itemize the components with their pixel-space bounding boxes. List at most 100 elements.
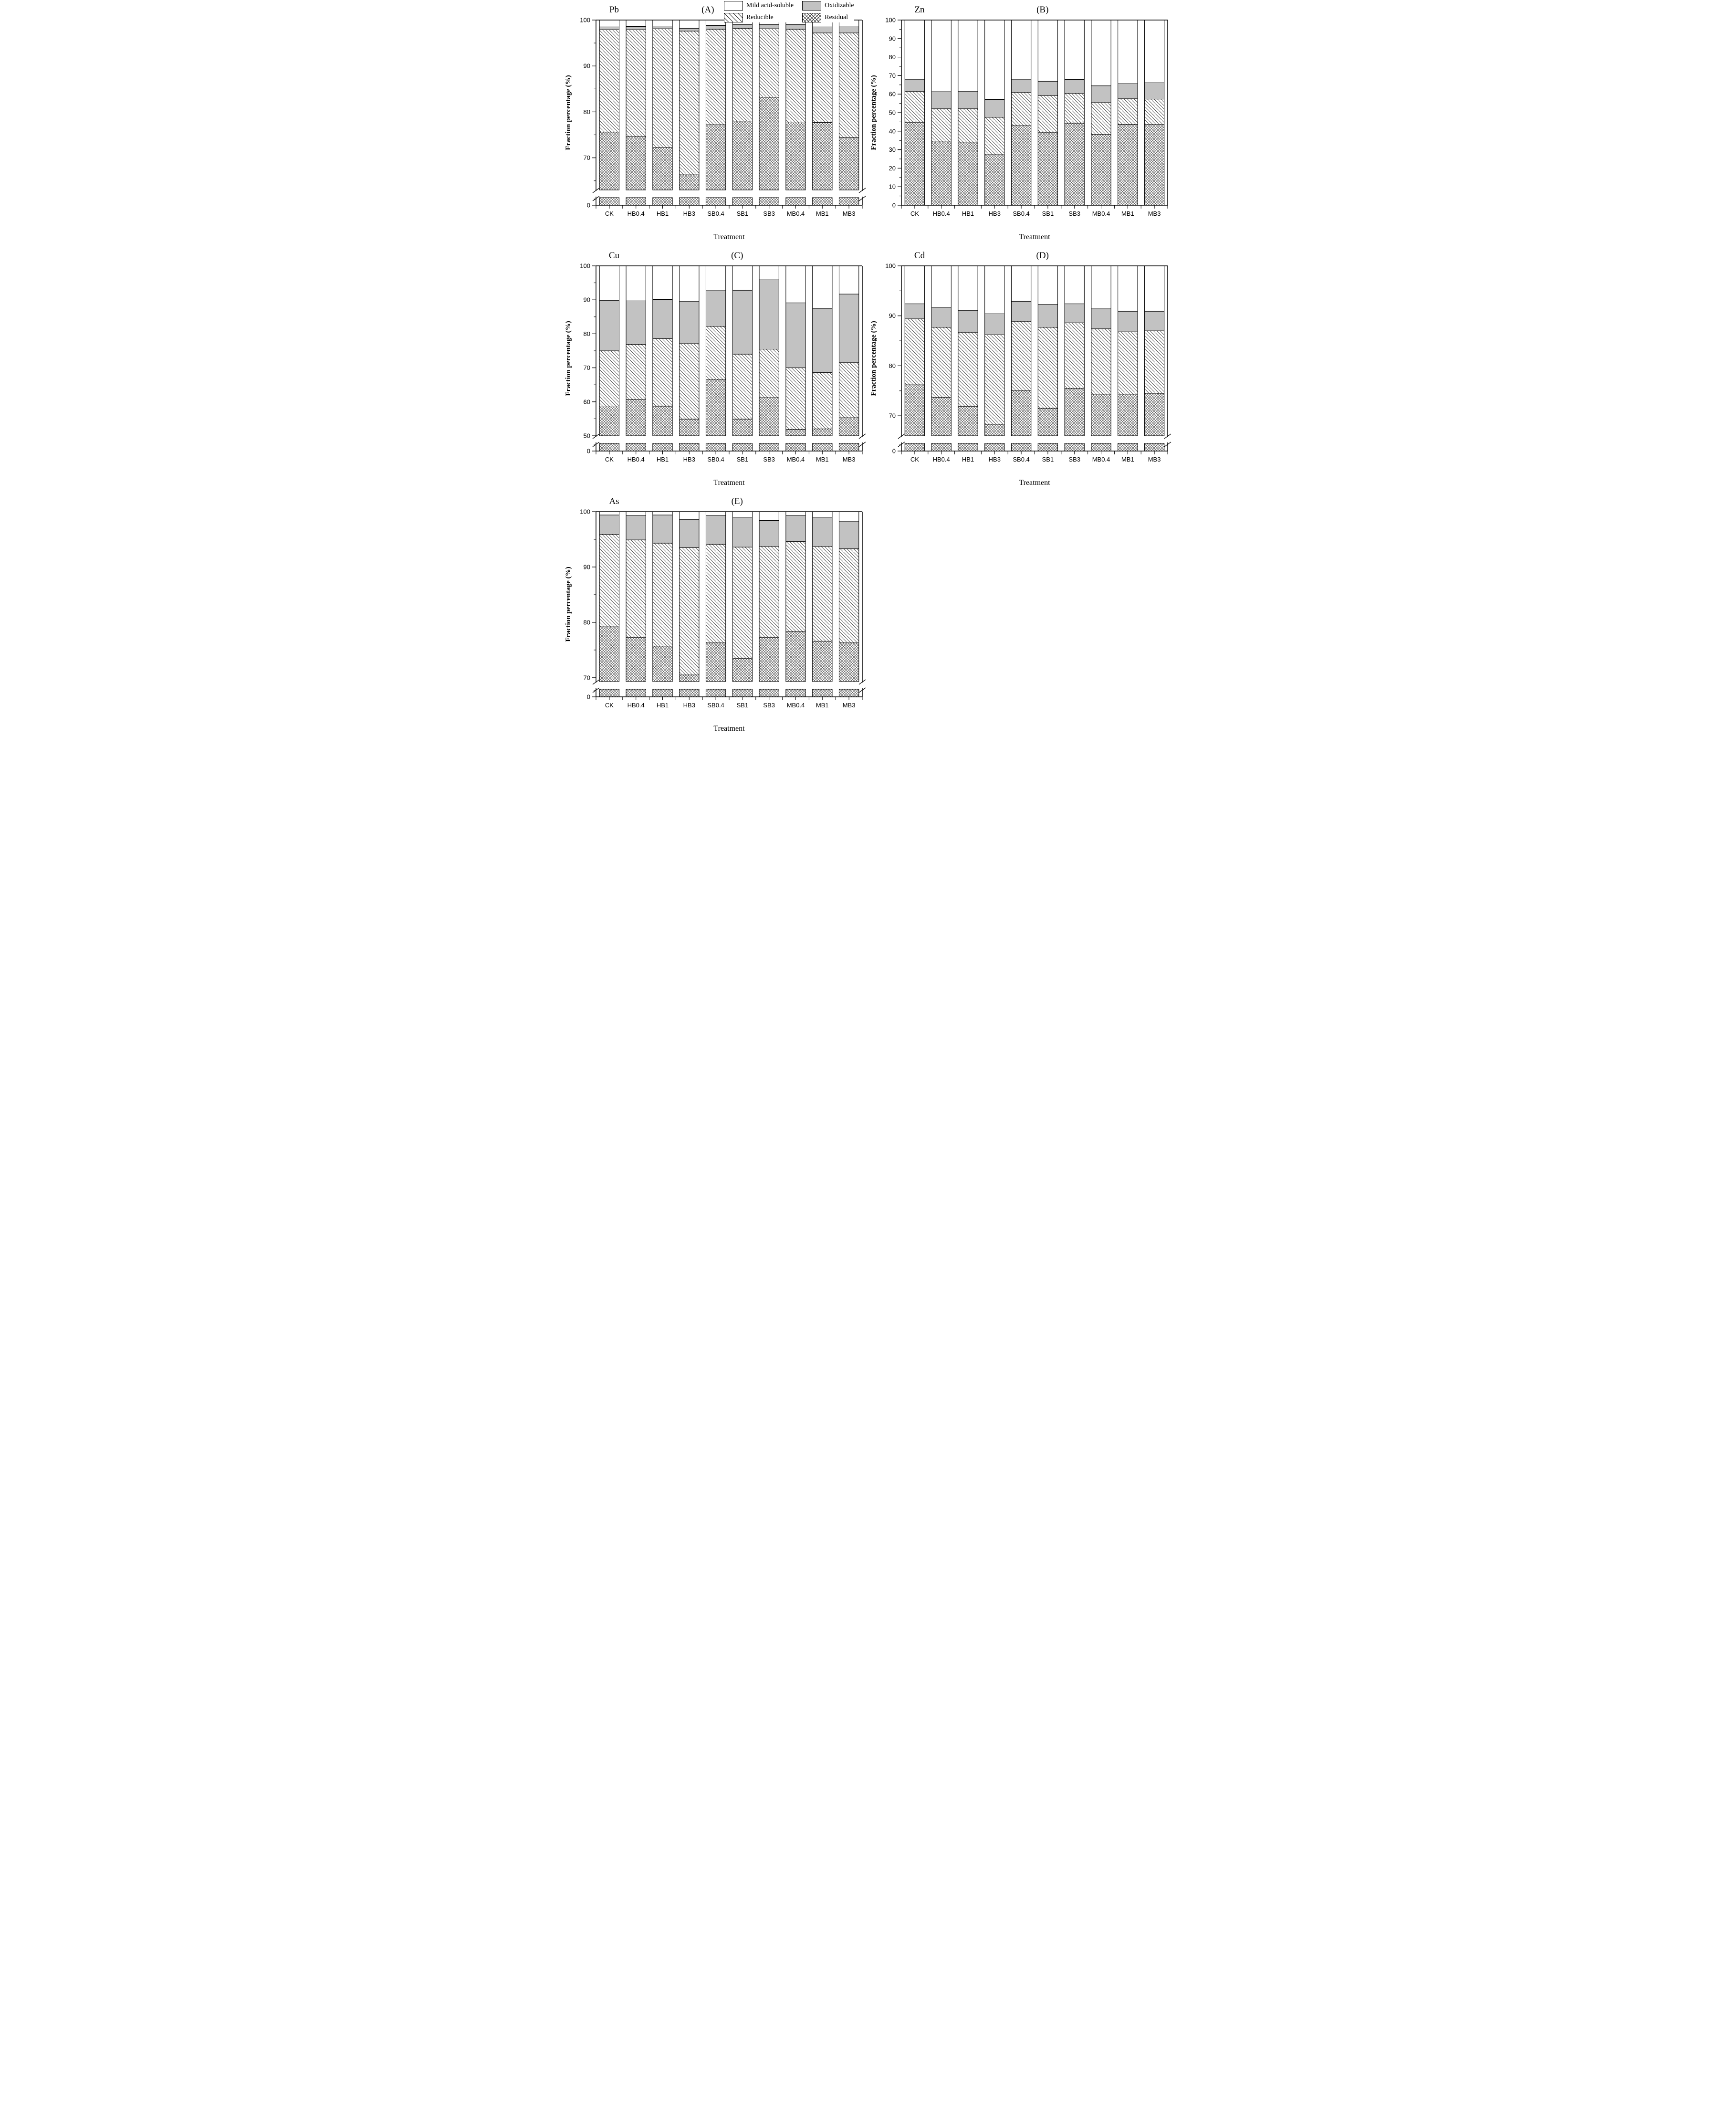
bar-segment-oxidizable <box>785 515 806 542</box>
panel-letter: (C) <box>731 251 743 261</box>
axis-break-mark <box>1164 433 1171 439</box>
bar-segment-mild-acid-soluble <box>984 20 1004 100</box>
bar-segment-residual <box>1118 124 1138 205</box>
bar-segment-reducible <box>652 29 673 148</box>
bar-segment-reducible <box>1011 321 1031 391</box>
y-tick-label: 70 <box>889 72 896 79</box>
bar-segment-mild-acid-soluble <box>679 512 699 520</box>
bar-segment-residual <box>931 397 952 436</box>
axis-break-mark <box>858 679 866 685</box>
y-tick-label: 90 <box>889 312 896 319</box>
legend-label-mild-acid-soluble: Mild acid-soluble <box>746 2 794 9</box>
bar-segment-oxidizable <box>706 515 726 545</box>
bar-segment-oxidizable <box>1144 311 1164 331</box>
bar-stub-segment <box>732 443 753 451</box>
bar-stub-segment <box>626 443 646 451</box>
bar-segment-mild-acid-soluble <box>706 20 726 26</box>
bar-segment-residual <box>785 429 806 436</box>
bar-segment-mild-acid-soluble <box>679 20 699 29</box>
y-tick-label: 70 <box>584 154 590 161</box>
bar-segment-mild-acid-soluble <box>984 266 1004 314</box>
x-category-label: HB0.4 <box>933 210 950 217</box>
bar-segment-oxidizable <box>626 26 646 30</box>
bar-segment-reducible <box>1118 98 1138 125</box>
bar-segment-mild-acid-soluble <box>931 266 952 307</box>
y-tick-label: 100 <box>580 263 590 270</box>
bar-segment-oxidizable <box>1038 81 1058 96</box>
x-category-label: MB1 <box>1121 456 1134 463</box>
y-tick-label: 70 <box>584 364 590 371</box>
x-category-label: MB3 <box>843 702 856 709</box>
x-category-label: SB0.4 <box>707 210 724 217</box>
bar-segment-oxidizable <box>599 515 619 535</box>
y-tick-label: 60 <box>584 398 590 405</box>
x-category-label: CK <box>910 456 919 463</box>
bar-stub-segment <box>652 198 673 205</box>
bar-segment-residual <box>958 406 978 436</box>
bar-stub-segment <box>679 689 699 697</box>
x-axis-title: Treatment <box>1019 479 1050 487</box>
bar-segment-residual <box>732 658 753 682</box>
x-category-label: MB0.4 <box>1092 210 1110 217</box>
bar-stub-segment <box>759 198 779 205</box>
x-category-label: HB3 <box>683 456 695 463</box>
x-category-label: HB1 <box>657 210 669 217</box>
y-tick-label: 30 <box>889 146 896 153</box>
bar-segment-oxidizable <box>1091 85 1111 103</box>
legend-label-residual: Residual <box>825 14 848 21</box>
x-axis-title: Treatment <box>713 725 745 733</box>
bar-segment-reducible <box>599 351 619 407</box>
x-category-label: CK <box>910 210 919 217</box>
bar-segment-reducible <box>785 541 806 632</box>
bar-segment-residual <box>652 646 673 682</box>
bar-segment-mild-acid-soluble <box>626 512 646 516</box>
bar-segment-reducible <box>812 32 832 123</box>
bar-segment-residual <box>759 398 779 436</box>
x-category-label: SB3 <box>763 702 775 709</box>
bar-segment-reducible <box>759 29 779 97</box>
bar-segment-oxidizable <box>905 304 925 319</box>
x-category-label: SB0.4 <box>1013 456 1029 463</box>
bar-stub-segment <box>1118 443 1138 451</box>
axis-break-mark <box>858 433 866 439</box>
y-tick-label: 0 <box>587 693 590 701</box>
bar-stub-segment <box>1011 443 1031 451</box>
bar-segment-oxidizable <box>706 290 726 326</box>
bar-stub-segment <box>732 689 753 697</box>
bar-stub-segment <box>759 689 779 697</box>
bar-segment-reducible <box>1065 93 1085 124</box>
bar-segment-reducible <box>839 32 859 138</box>
bar-segment-oxidizable <box>599 27 619 30</box>
bar-segment-mild-acid-soluble <box>839 266 859 294</box>
axis-break-mark <box>898 433 905 439</box>
bar-segment-oxidizable <box>732 290 753 355</box>
bar-segment-oxidizable <box>1118 84 1138 99</box>
bar-segment-mild-acid-soluble <box>652 512 673 515</box>
bar-segment-mild-acid-soluble <box>1118 20 1138 84</box>
x-category-label: MB0.4 <box>1092 456 1110 463</box>
bar-stub-segment <box>785 689 806 697</box>
x-category-label: MB3 <box>1148 456 1161 463</box>
x-category-label: HB3 <box>989 210 1001 217</box>
bar-segment-residual <box>785 631 806 682</box>
y-tick-label: 0 <box>587 202 590 209</box>
y-tick-label: 80 <box>584 108 590 116</box>
panel-letter: (A) <box>701 5 714 15</box>
y-tick-label: 0 <box>892 202 896 209</box>
bar-segment-mild-acid-soluble <box>1011 20 1031 80</box>
bar-stub-segment <box>839 689 859 697</box>
x-category-label: SB0.4 <box>707 456 724 463</box>
chart-panel-pb: 70 80 90 100 0 CK HB0.4 HB1 HB3 SB0.4 SB1 SB3 MB0.4 M… <box>563 0 868 246</box>
bar-segment-reducible <box>1091 328 1111 395</box>
x-category-label: SB3 <box>1068 456 1080 463</box>
bar-segment-residual <box>812 122 832 190</box>
bar-segment-mild-acid-soluble <box>652 266 673 300</box>
bar-stub-segment <box>812 443 832 451</box>
x-category-label: SB3 <box>1068 210 1080 217</box>
x-category-label: SB1 <box>737 702 749 709</box>
bar-segment-mild-acid-soluble <box>905 20 925 80</box>
bar-segment-reducible <box>706 326 726 379</box>
bar-segment-residual <box>1065 388 1085 436</box>
bar-segment-mild-acid-soluble <box>1065 266 1085 304</box>
bar-segment-residual <box>839 642 859 682</box>
